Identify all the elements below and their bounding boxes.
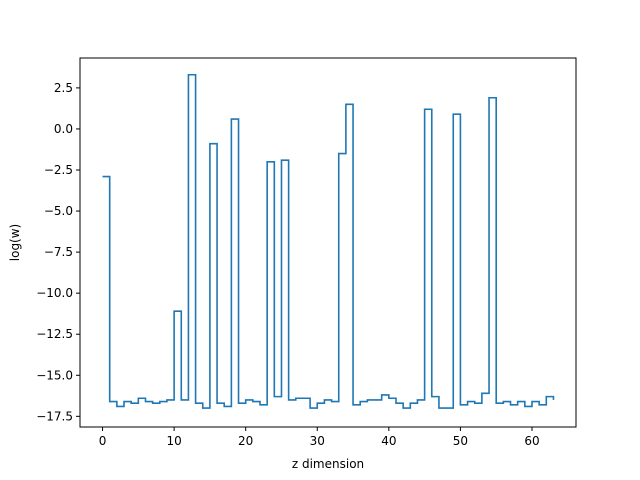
y-tick-label: −5.0	[44, 204, 73, 218]
y-tick-label: 0.0	[54, 122, 73, 136]
data-point	[295, 398, 296, 399]
data-point	[539, 404, 540, 405]
x-tick-label: 30	[310, 434, 325, 448]
data-point	[288, 399, 289, 400]
data-point	[431, 396, 432, 397]
data-point	[331, 401, 332, 402]
data-point	[274, 396, 275, 397]
data-point	[145, 401, 146, 402]
data-point	[302, 398, 303, 399]
data-point	[352, 404, 353, 405]
data-point	[188, 74, 189, 75]
data-point	[460, 404, 461, 405]
data-point	[174, 311, 175, 312]
data-point	[245, 399, 246, 400]
x-ticks: 0 10 20 30 40 50 60	[99, 427, 540, 448]
y-tick-label: 2.5	[54, 81, 73, 95]
data-point	[310, 408, 311, 409]
data-point	[517, 401, 518, 402]
data-point	[116, 406, 117, 407]
data-point	[159, 401, 160, 402]
data-point	[267, 161, 268, 162]
data-point	[224, 406, 225, 407]
data-point	[417, 399, 418, 400]
data-point	[238, 403, 239, 404]
data-point	[438, 408, 439, 409]
data-point	[123, 401, 124, 402]
data-point	[531, 401, 532, 402]
plot-marks	[102, 73, 555, 409]
data-point	[324, 399, 325, 400]
data-point	[202, 408, 203, 409]
data-point	[496, 403, 497, 404]
data-point	[152, 403, 153, 404]
y-tick-label: −12.5	[36, 327, 73, 341]
x-tick-label: 0	[99, 434, 107, 448]
data-point	[403, 408, 404, 409]
y-tick-label: −7.5	[44, 245, 73, 259]
data-point	[231, 118, 232, 119]
data-point	[216, 403, 217, 404]
x-tick-label: 60	[524, 434, 539, 448]
data-point	[345, 104, 346, 105]
data-point	[395, 403, 396, 404]
data-point	[181, 399, 182, 400]
data-point	[317, 403, 318, 404]
y-tick-label: −17.5	[36, 409, 73, 423]
data-point	[524, 406, 525, 407]
data-point	[503, 401, 504, 402]
data-point	[131, 403, 132, 404]
data-point	[553, 399, 554, 400]
data-point	[367, 399, 368, 400]
data-point	[360, 401, 361, 402]
data-point	[474, 403, 475, 404]
data-point	[281, 160, 282, 161]
data-point	[259, 404, 260, 405]
y-ticks: −17.5 −15.0 −12.5 −10.0 −7.5 −5.0 −2.5 0.0 2.5	[36, 81, 80, 423]
data-point	[481, 393, 482, 394]
data-point	[488, 97, 489, 98]
data-point	[109, 401, 110, 402]
data-point	[252, 401, 253, 402]
y-tick-label: −15.0	[36, 368, 73, 382]
data-point	[102, 176, 103, 177]
data-point	[453, 114, 454, 115]
data-point	[445, 408, 446, 409]
data-point	[510, 404, 511, 405]
x-axis-label: z dimension	[292, 457, 364, 471]
data-point	[546, 396, 547, 397]
data-point	[338, 153, 339, 154]
data-point	[209, 143, 210, 144]
data-point	[424, 109, 425, 110]
y-tick-label: −2.5	[44, 163, 73, 177]
y-tick-label: −10.0	[36, 286, 73, 300]
x-tick-label: 50	[453, 434, 468, 448]
y-axis-label: log(w)	[8, 224, 22, 261]
data-point	[195, 403, 196, 404]
data-point	[166, 399, 167, 400]
data-point	[467, 401, 468, 402]
x-tick-label: 20	[238, 434, 253, 448]
data-point	[388, 398, 389, 399]
data-point	[381, 394, 382, 395]
series-line	[102, 73, 555, 409]
axes-frame	[79, 57, 577, 428]
data-point	[374, 399, 375, 400]
data-point	[410, 403, 411, 404]
data-point	[138, 398, 139, 399]
x-tick-label: 10	[166, 434, 181, 448]
x-tick-label: 40	[381, 434, 396, 448]
